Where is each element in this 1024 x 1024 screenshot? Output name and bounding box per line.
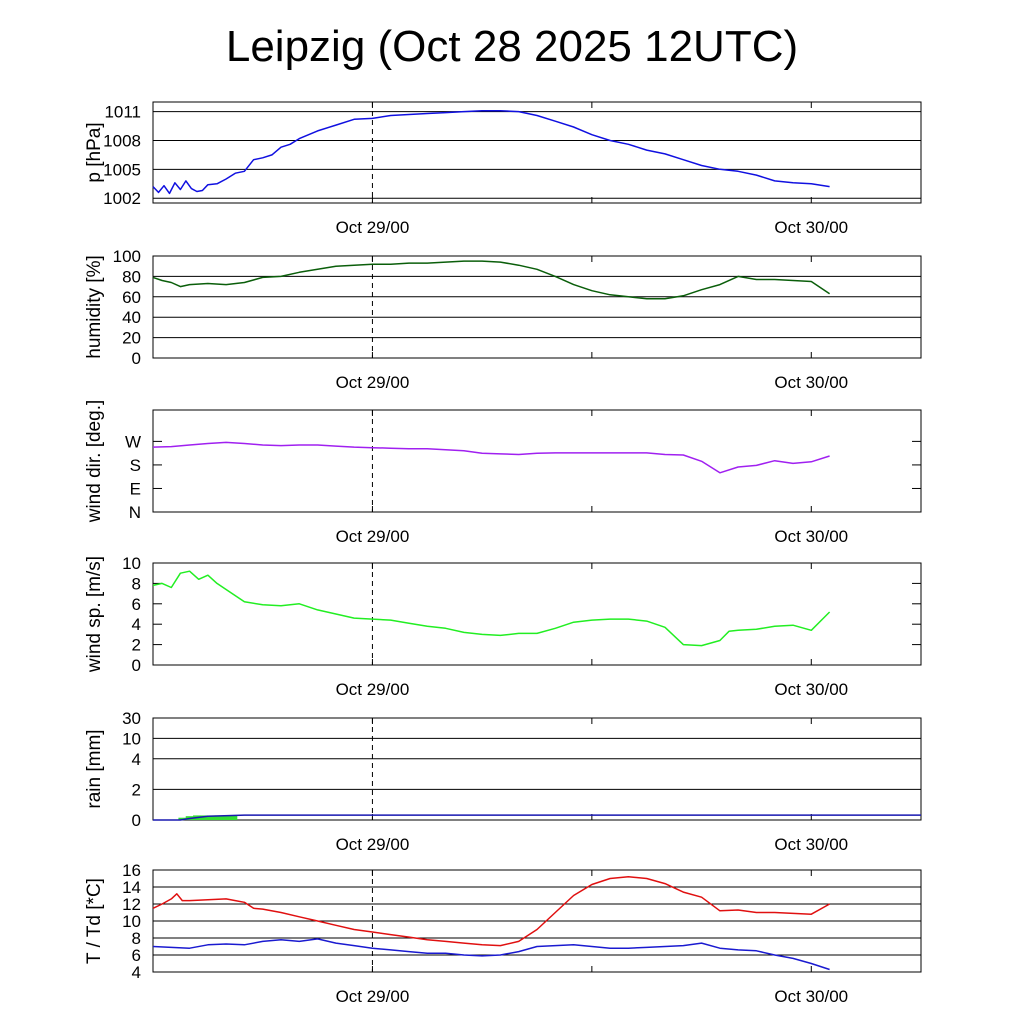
series-line-t [152,876,830,947]
y-tick-label: 12 [122,895,141,914]
y-tick-label: 16 [122,861,141,880]
y-tick-label: 4 [132,963,141,982]
y-axis-label: wind dir. [deg.] [84,400,105,524]
y-tick-label: 10 [122,554,141,573]
x-tick-label: Oct 29/00 [336,527,410,546]
rain-bar [178,817,187,820]
chart-title: Leipzig (Oct 28 2025 12UTC) [225,22,799,71]
y-tick-label: N [129,503,141,522]
y-tick-label: 6 [132,946,141,965]
y-tick-label: 6 [132,595,141,614]
x-tick-label: Oct 29/00 [336,987,410,1006]
y-tick-label: 4 [132,750,141,769]
rain-bar [200,815,209,820]
x-tick-label: Oct 29/00 [336,373,410,392]
series-line-humidity [152,260,831,300]
x-tick-label: Oct 30/00 [774,680,848,699]
y-tick-label: 100 [113,247,141,266]
panel-frame-wind_direction [152,409,922,513]
rain-bar [207,815,216,820]
y-tick-label: E [130,479,141,498]
rain-bar [222,815,230,820]
y-tick-label: 60 [122,288,141,307]
y-tick-label: 14 [122,878,141,897]
series-line-pressure [152,109,830,195]
y-axis-label: rain [mm] [84,729,105,808]
x-tick-label: Oct 29/00 [336,218,410,237]
y-tick-label: 0 [132,656,141,675]
y-tick-label: 2 [132,636,141,655]
y-tick-label: W [125,432,141,451]
panel-frame-wind_speed [152,562,922,666]
x-tick-label: Oct 30/00 [774,987,848,1006]
x-tick-label: Oct 30/00 [774,373,848,392]
y-tick-label: 1011 [104,103,141,122]
panel-frame-humidity [152,255,922,359]
panel-frame-pressure [152,101,922,204]
series-line-accumulated [153,814,921,821]
y-axis-label: T / Td [*C] [84,878,105,964]
x-tick-label: Oct 29/00 [336,835,410,854]
x-tick-label: Oct 29/00 [336,680,410,699]
y-tick-label: 10 [122,729,141,748]
y-tick-label: 0 [132,811,141,830]
y-tick-label: S [130,456,141,475]
y-axis-label: p [hPa] [84,122,105,182]
rain-bar [214,815,223,820]
series-line-td [152,938,830,971]
y-tick-label: 1005 [103,160,141,179]
series-line-wind-direction [152,441,830,474]
panel-frame-rain [152,717,922,821]
y-tick-label: 1008 [103,131,141,150]
x-tick-label: Oct 30/00 [774,527,848,546]
y-tick-label: 40 [122,308,141,327]
y-tick-label: 10 [122,912,141,931]
y-tick-label: 30 [122,709,141,728]
y-tick-label: 8 [132,574,141,593]
y-tick-label: 20 [122,329,141,348]
y-axis-label: wind sp. [m/s] [84,556,105,673]
y-tick-label: 1002 [103,189,141,208]
y-tick-label: 2 [132,780,141,799]
x-tick-label: Oct 30/00 [774,835,848,854]
y-tick-label: 0 [132,349,141,368]
y-tick-label: 4 [132,615,141,634]
series-line-wind-speed [152,570,831,647]
y-tick-label: 8 [132,929,141,948]
x-tick-label: Oct 30/00 [774,218,848,237]
y-tick-label: 80 [122,267,141,286]
rain-bar [229,815,238,820]
y-axis-label: humidity [%] [84,255,105,358]
